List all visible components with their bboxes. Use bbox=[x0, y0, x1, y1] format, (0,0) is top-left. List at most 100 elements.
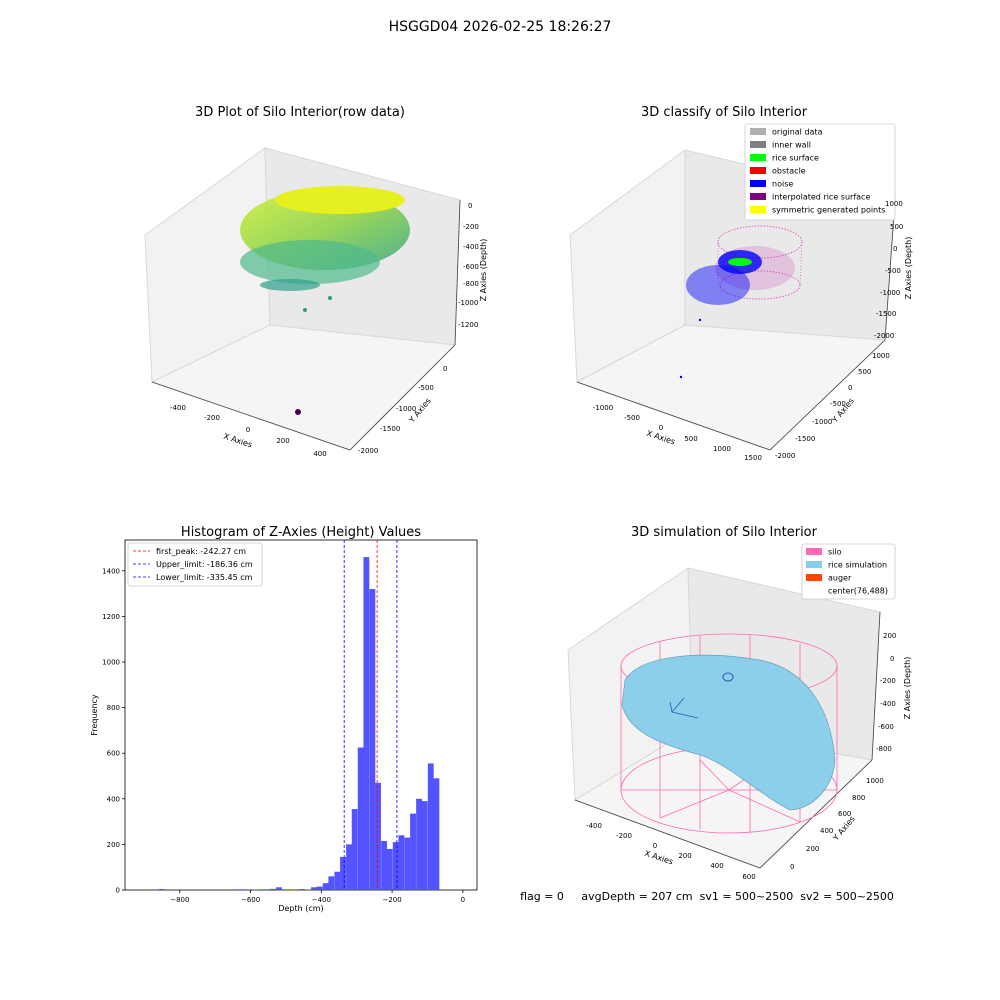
histogram-bar bbox=[404, 837, 411, 890]
panel-simulation-3d: 3D simulation of Silo Interior bbox=[567, 525, 912, 881]
histogram-bar bbox=[316, 886, 323, 890]
histogram-bar bbox=[363, 557, 370, 890]
histogram-bar bbox=[416, 798, 422, 890]
raw-z-ticks: 0 -200 -400 -600 -800 -1000 -1200 bbox=[458, 202, 479, 329]
svg-text:0: 0 bbox=[893, 245, 897, 253]
histogram-bar bbox=[375, 782, 381, 890]
svg-text:-2000: -2000 bbox=[775, 452, 795, 460]
histogram-y-tick-label: 800 bbox=[107, 704, 120, 712]
classify-legend-swatch bbox=[750, 180, 766, 187]
classify-legend-swatch bbox=[750, 167, 766, 174]
classify-legend-label: obstacle bbox=[772, 167, 806, 176]
simulation-legend: silo rice simulation auger center(76,488) bbox=[801, 543, 896, 600]
svg-text:200: 200 bbox=[806, 845, 819, 853]
histogram-x-axis: −800 −600 −400 −200 0 bbox=[170, 890, 465, 904]
svg-text:400: 400 bbox=[313, 450, 326, 458]
histogram-bar bbox=[264, 889, 270, 890]
simulation-z-ticks: 200 0 -200 -400 -600 -800 bbox=[876, 632, 896, 753]
svg-text:1000: 1000 bbox=[866, 777, 884, 785]
svg-text:0: 0 bbox=[790, 863, 794, 871]
panel-raw-3d: 3D Plot of Silo Interior(row data) -400 … bbox=[144, 105, 488, 458]
svg-text:400: 400 bbox=[820, 827, 833, 835]
classify-y-ticks: 1000 500 0 -500 -1000 -1500 -2000 bbox=[775, 352, 890, 460]
svg-text:-1500: -1500 bbox=[795, 435, 815, 443]
histogram-title: Histogram of Z-Axies (Height) Values bbox=[181, 525, 421, 540]
histogram-y-tick-label: 1400 bbox=[102, 567, 120, 575]
histogram-bar bbox=[311, 887, 317, 890]
svg-text:800: 800 bbox=[852, 794, 865, 802]
svg-text:-400: -400 bbox=[586, 822, 602, 830]
histogram-bars bbox=[158, 557, 440, 890]
svg-text:-1200: -1200 bbox=[458, 321, 478, 329]
histogram-legend-label: first_peak: -242.27 cm bbox=[156, 547, 246, 556]
svg-text:-1000: -1000 bbox=[812, 418, 832, 426]
histogram-bar bbox=[386, 848, 393, 890]
classify-legend-swatch bbox=[750, 128, 766, 135]
histogram-y-tick-label: 1200 bbox=[102, 613, 120, 621]
svg-text:0: 0 bbox=[848, 384, 852, 392]
histogram-x-tick-label: −600 bbox=[241, 896, 260, 904]
svg-text:-500: -500 bbox=[885, 267, 901, 275]
histogram-y-tick-label: 0 bbox=[116, 887, 120, 895]
simulation-legend-label: silo bbox=[828, 548, 842, 557]
svg-text:-1000: -1000 bbox=[880, 289, 900, 297]
svg-text:200: 200 bbox=[678, 852, 691, 860]
svg-text:-1500: -1500 bbox=[876, 310, 896, 318]
histogram-y-tick-label: 200 bbox=[107, 841, 120, 849]
figure-title: HSGGD04 2026-02-25 18:26:27 bbox=[389, 19, 612, 35]
center-axes-marker bbox=[669, 697, 699, 719]
histogram-y-axis: 0 200 400 600 800 1000 1200 1400 bbox=[102, 567, 125, 895]
status-line: flag = 0 avgDepth = 207 cm sv1 = 500~250… bbox=[520, 890, 894, 903]
simulation-legend-swatch bbox=[806, 574, 822, 581]
classify-legend: original data inner wall rice surface obsta… bbox=[744, 123, 896, 221]
classify-legend-label: inner wall bbox=[772, 141, 811, 150]
histogram-y-tick-label: 400 bbox=[107, 795, 120, 803]
histogram-x-tick-label: −400 bbox=[312, 896, 331, 904]
svg-text:1000: 1000 bbox=[872, 352, 890, 360]
raw-y-ticks: 0 -500 -1000 -1500 -2000 bbox=[358, 365, 447, 455]
svg-text:-500: -500 bbox=[830, 400, 846, 408]
histogram-vlines bbox=[343, 540, 398, 890]
histogram-legend-label: Upper_limit: -186.36 cm bbox=[156, 560, 253, 569]
histogram-bar bbox=[328, 876, 335, 890]
histogram-bar bbox=[234, 889, 241, 890]
simulation-z-label: Z Axies (Depth) bbox=[903, 657, 912, 720]
histogram-bar bbox=[421, 801, 428, 890]
classify-legend-swatch bbox=[750, 141, 766, 148]
classify-point-cloud bbox=[679, 225, 803, 379]
svg-text:0: 0 bbox=[443, 365, 447, 373]
histogram-bar bbox=[392, 842, 399, 890]
svg-text:-400: -400 bbox=[170, 404, 186, 412]
rice-simulation-surface bbox=[621, 654, 836, 811]
classify-legend-swatch bbox=[750, 154, 766, 161]
svg-text:0: 0 bbox=[468, 202, 472, 210]
histogram-bar bbox=[351, 809, 358, 890]
panel-classify-title: 3D classify of Silo Interior bbox=[641, 105, 808, 120]
svg-text:600: 600 bbox=[742, 873, 755, 881]
simulation-legend-swatch bbox=[806, 548, 822, 555]
classify-legend-swatch bbox=[750, 193, 766, 200]
histogram-x-label: Depth (cm) bbox=[278, 904, 323, 913]
histogram-bar bbox=[340, 856, 346, 890]
classify-legend-label: noise bbox=[772, 180, 793, 189]
svg-text:-2000: -2000 bbox=[874, 332, 894, 340]
classify-legend-label: rice surface bbox=[772, 154, 819, 163]
histogram-y-label: Frequency bbox=[90, 694, 99, 736]
histogram-legend-label: Lower_limit: -335.45 cm bbox=[156, 573, 253, 582]
raw-x-label: X Axies bbox=[222, 432, 253, 450]
simulation-legend-label: auger bbox=[828, 574, 852, 583]
svg-text:1000: 1000 bbox=[885, 200, 903, 208]
raw-z-label: Z Axies (Depth) bbox=[479, 239, 488, 302]
histogram-y-tick-label: 600 bbox=[107, 750, 120, 758]
histogram-bar bbox=[357, 747, 364, 890]
raw-point-cloud bbox=[240, 186, 410, 415]
svg-text:-200: -200 bbox=[204, 414, 220, 422]
svg-text:500: 500 bbox=[684, 435, 697, 443]
svg-text:-800: -800 bbox=[876, 745, 892, 753]
classify-legend-label: interpolated rice surface bbox=[772, 193, 870, 202]
simulation-title: 3D simulation of Silo Interior bbox=[631, 525, 818, 540]
svg-text:600: 600 bbox=[838, 810, 851, 818]
histogram-bar bbox=[427, 763, 434, 890]
raw-x-ticks: -400 -200 0 200 400 bbox=[170, 404, 327, 458]
